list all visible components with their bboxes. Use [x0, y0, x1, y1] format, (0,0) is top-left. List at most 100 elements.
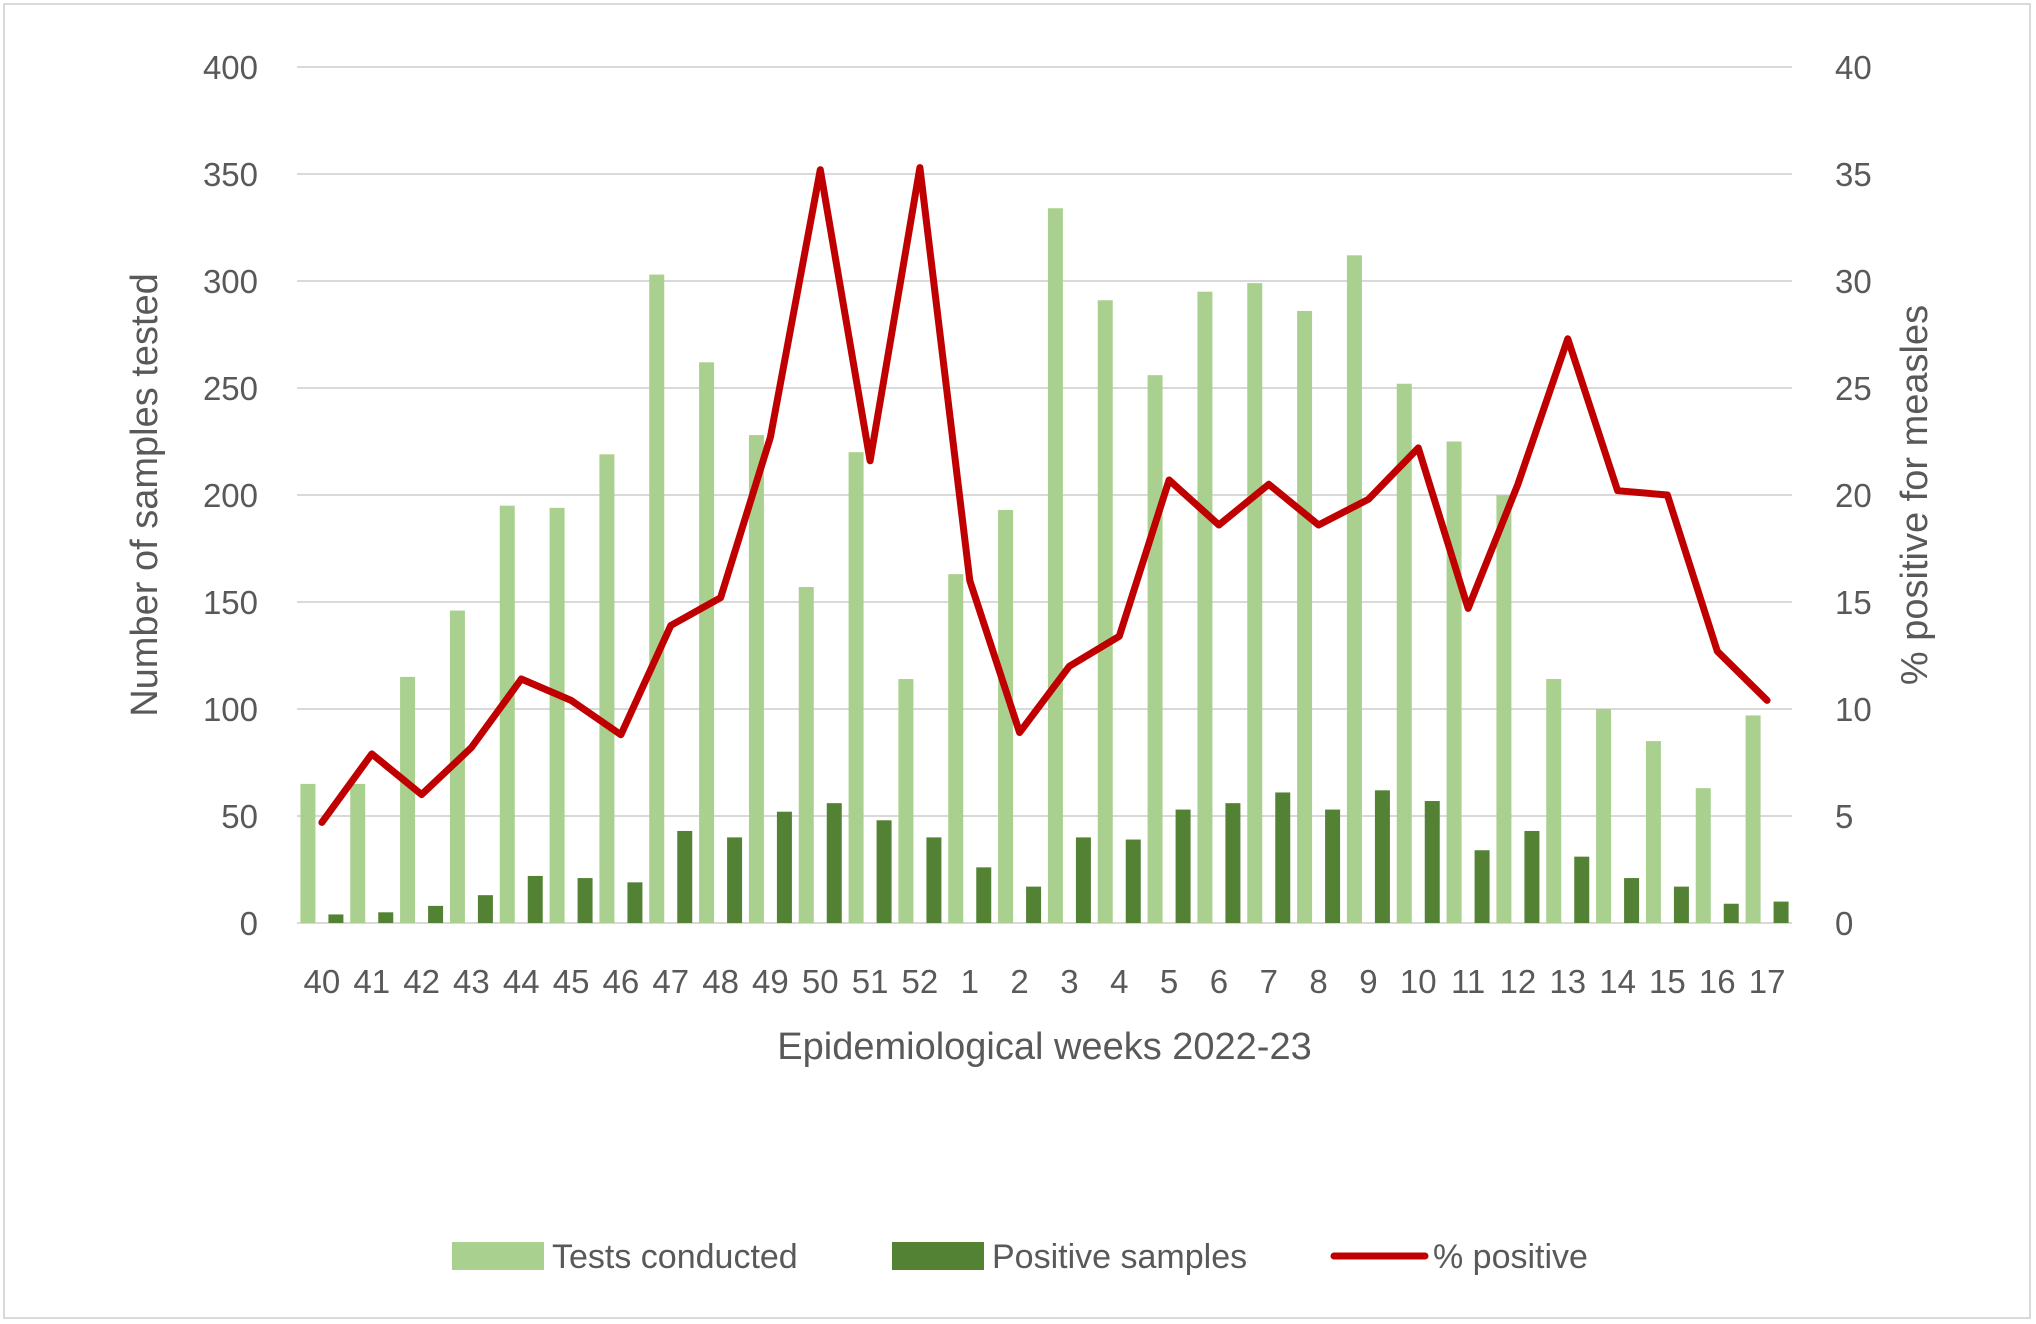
bar-positive-samples: [1075, 837, 1091, 923]
x-tick-label: 50: [802, 963, 839, 1000]
bar-tests-conducted: [1097, 300, 1113, 923]
bar-tests-conducted: [300, 783, 316, 923]
bar-tests-conducted: [798, 587, 814, 923]
y-axis-title: Number of samples tested: [124, 273, 166, 717]
y2-tick-label: 20: [1835, 477, 1872, 514]
y-tick-label: 50: [221, 798, 258, 835]
legend-swatch-positive: [892, 1242, 984, 1270]
legend-label-percent: % positive: [1433, 1238, 1588, 1276]
bar-positive-samples: [627, 882, 643, 923]
bar-tests-conducted: [998, 509, 1014, 923]
bar-positive-samples: [1175, 809, 1191, 923]
bar-tests-conducted: [1645, 741, 1661, 923]
legend-label-tests: Tests conducted: [552, 1238, 798, 1276]
y-tick-label: 400: [203, 49, 258, 86]
bar-positive-samples: [1474, 850, 1490, 923]
combo-chart: 0501001502002503003504000510152025303540…: [124, 49, 1936, 1276]
bar-tests-conducted: [848, 452, 864, 923]
x-tick-label: 14: [1599, 963, 1636, 1000]
bar-tests-conducted: [1247, 283, 1263, 923]
bars: [300, 208, 1789, 924]
x-tick-label: 11: [1451, 963, 1485, 1000]
bar-positive-samples: [378, 912, 394, 923]
bar-positive-samples: [1374, 790, 1390, 923]
x-tick-label: 5: [1160, 963, 1178, 1000]
x-tick-label: 3: [1060, 963, 1078, 1000]
bar-positive-samples: [527, 875, 543, 923]
bar-positive-samples: [926, 837, 942, 923]
legend-label-positive: Positive samples: [992, 1238, 1247, 1276]
y2-tick-label: 15: [1835, 584, 1872, 621]
y2-axis-title: % positive for measles: [1894, 305, 1936, 685]
x-axis-title: Epidemiological weeks 2022-23: [777, 1026, 1311, 1068]
bar-tests-conducted: [1446, 441, 1462, 923]
x-tick-label: 47: [652, 963, 689, 1000]
x-tick-label: 10: [1400, 963, 1437, 1000]
y2-tick-label: 35: [1835, 156, 1872, 193]
bar-tests-conducted: [1047, 208, 1063, 924]
x-tick-label: 49: [752, 963, 789, 1000]
y-tick-label: 200: [203, 477, 258, 514]
bar-tests-conducted: [1546, 679, 1562, 923]
y2-tick-label: 10: [1835, 691, 1872, 728]
gridlines: [297, 66, 1792, 924]
bar-tests-conducted: [699, 362, 715, 923]
bar-positive-samples: [1125, 839, 1141, 923]
y2-tick-label: 0: [1835, 905, 1853, 942]
bar-positive-samples: [428, 905, 444, 923]
x-tick-label: 45: [553, 963, 590, 1000]
bar-tests-conducted: [1596, 709, 1612, 923]
x-tick-label: 46: [603, 963, 640, 1000]
x-tick-label: 13: [1549, 963, 1586, 1000]
x-tick-label: 44: [503, 963, 540, 1000]
x-tick-label: 7: [1260, 963, 1278, 1000]
chart-frame: 0 50 100 150 200 250 300 350 400 0 5 10 15 20 25 30 35 40…: [3, 3, 2031, 1319]
x-tick-label: 9: [1359, 963, 1377, 1000]
bar-positive-samples: [876, 820, 892, 923]
bar-positive-samples: [1225, 803, 1241, 923]
x-tick-label: 8: [1309, 963, 1327, 1000]
bar-tests-conducted: [1496, 495, 1512, 923]
legend-swatch-tests: [452, 1242, 544, 1270]
bar-positive-samples: [1773, 901, 1789, 923]
bar-tests-conducted: [499, 505, 515, 923]
bar-tests-conducted: [1695, 788, 1711, 923]
bar-positive-samples: [826, 803, 842, 923]
bar-positive-samples: [1275, 792, 1291, 923]
x-tick-label: 51: [852, 963, 889, 1000]
bar-positive-samples: [976, 867, 992, 923]
bar-tests-conducted: [449, 610, 465, 923]
bar-tests-conducted: [549, 507, 565, 923]
bar-positive-samples: [1574, 856, 1590, 923]
x-tick-label: 16: [1699, 963, 1736, 1000]
y-tick-label: 300: [203, 263, 258, 300]
bar-tests-conducted: [748, 435, 764, 923]
x-tick-label: 4: [1110, 963, 1128, 1000]
x-tick-label: 48: [702, 963, 739, 1000]
bar-tests-conducted: [898, 679, 914, 923]
x-tick-label: 52: [902, 963, 939, 1000]
bar-positive-samples: [1524, 830, 1540, 923]
bar-positive-samples: [776, 811, 792, 923]
x-tick-label: 1: [961, 963, 979, 1000]
bar-positive-samples: [577, 878, 593, 923]
y-tick-label: 100: [203, 691, 258, 728]
bar-positive-samples: [727, 837, 743, 923]
tick-labels: 0501001502002503003504000510152025303540…: [203, 49, 1872, 1000]
percent-line: [318, 164, 1771, 826]
bar-tests-conducted: [649, 274, 665, 924]
bar-tests-conducted: [1197, 291, 1213, 923]
bar-tests-conducted: [1346, 255, 1362, 923]
x-tick-label: 42: [403, 963, 440, 1000]
series-line-percent-positive: [318, 164, 1771, 826]
bar-tests-conducted: [350, 783, 366, 923]
bar-positive-samples: [1026, 886, 1042, 923]
bar-positive-samples: [328, 914, 344, 923]
y2-tick-label: 30: [1835, 263, 1872, 300]
y-tick-label: 150: [203, 584, 258, 621]
x-tick-label: 40: [304, 963, 341, 1000]
bar-tests-conducted: [599, 454, 615, 923]
y-tick-label: 350: [203, 156, 258, 193]
x-tick-label: 15: [1649, 963, 1686, 1000]
bar-tests-conducted: [1297, 310, 1313, 924]
